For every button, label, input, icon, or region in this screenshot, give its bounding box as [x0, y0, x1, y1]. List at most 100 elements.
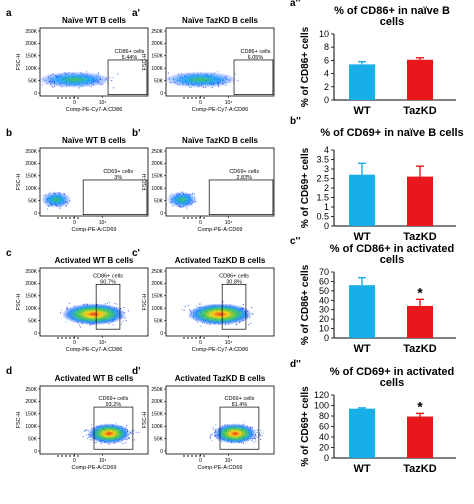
y-tick-label: 4	[324, 145, 329, 155]
panel-title: Activated WT B cells	[55, 374, 134, 383]
panel-title: Naïve WT B cells	[62, 136, 127, 145]
panel-letter: c'	[132, 248, 140, 259]
category-label: WT	[353, 463, 370, 475]
density-core	[87, 423, 131, 444]
y-axis-label: FSC-H	[16, 412, 22, 429]
gate-percentage: 6.05%	[248, 55, 264, 61]
gate-label: CD86+ cells	[93, 273, 123, 279]
y-tick-label: 150K	[25, 412, 37, 418]
event-dot	[126, 439, 128, 441]
event-dot	[87, 430, 89, 432]
gate-percentage: 60.7%	[100, 279, 116, 285]
event-dot	[88, 436, 90, 438]
panel-title: Naïve TazKD B cells	[182, 16, 258, 25]
event-dot	[107, 302, 108, 304]
event-dot	[86, 70, 87, 72]
event-dot	[123, 306, 125, 308]
event-dot	[131, 430, 132, 432]
y-tick-label: 0	[324, 333, 329, 343]
x-axis-label: Comp-PE-Cy7-A:CD86	[66, 107, 123, 113]
y-tick-label: 250K	[151, 29, 163, 35]
category-label: WT	[353, 105, 370, 117]
y-tick-label: 50K	[28, 78, 38, 84]
event-dot	[125, 320, 127, 321]
gate-label: CD69+ cells	[103, 169, 133, 175]
bar-tazkd	[407, 416, 433, 458]
chart-title: cells	[380, 377, 404, 389]
x-tick-label: 0	[73, 220, 76, 226]
y-tick-label: 0	[324, 221, 329, 231]
y-tick-label: 0.5	[316, 212, 329, 222]
flow-panel-a: a Naïve WT B cells 250K 200K 150K 100K 50K 0 FSC…	[6, 8, 149, 113]
y-tick-label: 50K	[154, 198, 164, 204]
y-tick-label: 150K	[151, 174, 163, 180]
flow-panel-d-prime: d' Activated TazKD B cells 250K 200K 150K 100…	[132, 366, 275, 471]
x-tick-label: 10⁴	[99, 100, 107, 106]
bar-wt	[349, 408, 375, 458]
gate-label: CD69+ cells	[225, 396, 255, 402]
y-tick-label: 50K	[28, 318, 38, 324]
gate-percentage: 93.2%	[106, 402, 122, 408]
y-tick-label: 250K	[151, 269, 163, 275]
y-tick-label: 100K	[151, 186, 163, 192]
category-label: TazKD	[403, 463, 436, 475]
y-tick-label: 50K	[28, 436, 38, 442]
bar-chart-b-prime-prime: b'' % of CD69+ in naïve B cells 00.511.522…	[290, 116, 464, 243]
bar-tazkd	[407, 305, 433, 338]
y-tick-label: 0	[34, 449, 37, 455]
event-dot	[127, 310, 129, 312]
event-dot	[111, 80, 113, 82]
y-tick-label: 80	[319, 411, 329, 421]
event-dot	[113, 87, 115, 89]
x-axis-label: Comp-PE-A:CD69	[198, 465, 243, 471]
y-tick-label: 0	[160, 211, 163, 217]
event-dot	[259, 435, 261, 437]
event-dot	[243, 423, 245, 425]
y-tick-label: 20	[319, 443, 329, 453]
event-dot	[112, 77, 114, 79]
gate-box	[95, 283, 121, 330]
event-dot	[252, 427, 254, 429]
event-dot	[194, 193, 195, 195]
y-tick-label: 150K	[25, 294, 37, 300]
y-tick-label: 0	[160, 449, 163, 455]
event-dot	[235, 324, 237, 326]
y-tick-label: 200K	[25, 161, 37, 167]
event-dot	[78, 87, 80, 89]
x-tick-label: 10⁴	[225, 100, 233, 106]
y-tick-label: 3.5	[316, 155, 329, 165]
gate-box	[107, 59, 148, 95]
y-tick-label: 200K	[151, 161, 163, 167]
event-dot	[210, 435, 212, 437]
x-tick-label: 10⁴	[225, 220, 233, 226]
event-dot	[138, 431, 140, 433]
event-dot	[68, 302, 70, 304]
event-dot	[237, 80, 239, 82]
event-dot	[126, 425, 127, 427]
y-tick-label: 40	[319, 295, 329, 305]
y-tick-label: 100K	[151, 306, 163, 312]
density-core	[213, 423, 257, 444]
panel-letter: b'	[132, 128, 141, 139]
gate-percentage: 30.8%	[226, 279, 242, 285]
x-tick-label: 10⁴	[99, 458, 107, 464]
event-dot	[82, 436, 84, 438]
y-tick-label: 250K	[151, 387, 163, 393]
y-tick-label: 70	[319, 267, 329, 277]
event-dot	[220, 441, 222, 443]
event-density-cloud	[37, 70, 119, 89]
density-core	[41, 191, 72, 208]
y-tick-label: 150K	[25, 174, 37, 180]
y-tick-label: 200K	[25, 281, 37, 287]
event-dot	[112, 324, 114, 326]
chart-title: cells	[380, 16, 404, 28]
event-dot	[133, 430, 135, 432]
event-dot	[60, 309, 62, 311]
event-dot	[52, 86, 54, 88]
chart-title: % of CD86+ in activated	[330, 243, 454, 255]
y-tick-label: 0	[34, 91, 37, 97]
event-dot	[209, 437, 211, 438]
y-tick-label: 200K	[151, 399, 163, 405]
y-axis-label: FSC-H	[16, 174, 22, 191]
event-dot	[86, 434, 87, 436]
